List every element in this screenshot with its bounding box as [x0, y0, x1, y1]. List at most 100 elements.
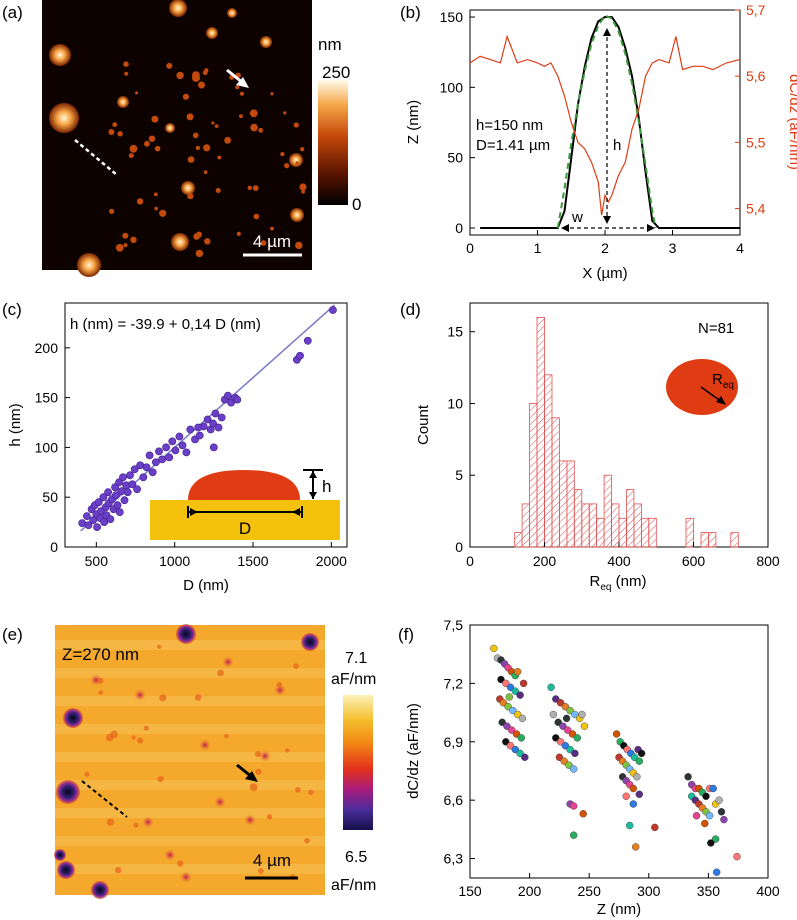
radius-inset	[666, 359, 738, 415]
afm-particle	[215, 188, 221, 193]
capacitance-particle	[84, 771, 90, 777]
capacitance-point	[555, 753, 564, 761]
afm-arrow	[226, 68, 249, 88]
histogram-bar	[641, 517, 650, 548]
profile-w-label: w	[571, 209, 583, 226]
height-xtick-label: 2000	[316, 553, 347, 569]
capacitance-particle	[157, 644, 162, 650]
height-point	[203, 415, 212, 424]
height-point	[178, 441, 187, 450]
capacitance-stripe	[55, 696, 325, 706]
capacitance-point	[632, 843, 640, 851]
height-point	[130, 465, 139, 474]
histogram-bar	[536, 316, 545, 548]
capacitance-point	[552, 734, 560, 742]
afm-particle	[204, 238, 211, 245]
capacitance-point	[508, 726, 516, 734]
histogram-ytick-label: 10	[447, 395, 463, 411]
capacitance-xlabel: Z (nm)	[597, 901, 641, 918]
height-point	[104, 488, 112, 497]
afm-particle	[260, 36, 272, 48]
capacitance-point	[521, 753, 529, 761]
height-point	[106, 515, 115, 523]
capacitance-point	[684, 773, 692, 781]
afm-particle	[112, 122, 118, 128]
afm-particle	[124, 71, 129, 76]
capacitance-point	[506, 742, 515, 750]
afm-particle	[182, 93, 189, 100]
afm-particle	[227, 8, 237, 18]
histogram-bar	[529, 403, 538, 548]
capacitance-colorbar-min: 6.5	[345, 849, 367, 866]
profile-xtick-label: 4	[736, 240, 744, 256]
capacitance-particle	[180, 871, 192, 883]
profile-ytick-right-label: 5,7	[746, 2, 766, 18]
capacitance-particle	[157, 776, 164, 783]
capacitance-point	[573, 734, 581, 742]
afm-particle	[49, 44, 71, 66]
afm-particle	[206, 27, 218, 39]
histogram-xtick-label: 600	[682, 553, 706, 569]
histogram-xtick-label: 800	[756, 553, 780, 569]
histogram-bars	[514, 316, 739, 548]
height-point	[89, 516, 98, 524]
capacitance-stripe	[55, 668, 325, 678]
afm-particle	[270, 92, 274, 96]
capacitance-ylabel: dC/dz (aF/nm)	[405, 703, 422, 799]
histogram-ytick-label: 0	[455, 539, 463, 555]
capacitance-point	[505, 693, 513, 701]
profile-series	[469, 14, 741, 229]
capacitance-particle	[143, 725, 149, 731]
afm-particle	[295, 161, 299, 165]
capacitance-stripe	[55, 640, 325, 650]
afm-particle	[187, 156, 195, 163]
afm-particle	[122, 232, 129, 239]
afm-particle	[115, 243, 124, 252]
histogram-bar	[559, 460, 568, 548]
height-point	[233, 395, 242, 404]
histogram-bar	[581, 503, 590, 548]
panel-d-label: (d)	[400, 300, 421, 319]
afm-particle	[130, 236, 137, 243]
afm-particle	[169, 0, 187, 17]
capacitance-particle	[224, 733, 229, 739]
afm-particle	[224, 136, 232, 144]
afm-particle	[280, 152, 285, 157]
height-point	[209, 419, 217, 428]
afm-particle	[135, 91, 139, 95]
capacitance-point	[509, 706, 517, 715]
histogram-bar	[603, 474, 612, 548]
capacitance-point	[556, 738, 565, 746]
height-ytick-label: 50	[42, 489, 58, 505]
height-plot-frame	[64, 302, 348, 548]
capacitance-point	[702, 792, 710, 800]
capacitance-particle	[254, 751, 262, 758]
afm-particle	[253, 213, 260, 220]
capacitance-point	[713, 868, 721, 876]
capacitance-particle	[295, 787, 301, 793]
capacitance-point	[570, 765, 578, 773]
afm-particle	[154, 206, 158, 211]
height-point	[115, 508, 124, 516]
capacitance-particle	[133, 822, 139, 828]
capacitance-particle	[54, 849, 66, 861]
capacitance-point	[570, 831, 578, 839]
capacitance-particle	[293, 663, 299, 669]
histogram-bar	[551, 417, 560, 548]
height-point	[93, 523, 101, 531]
afm-particle	[148, 135, 156, 142]
histogram-xtick-label: 400	[607, 553, 631, 569]
height-point	[182, 448, 191, 457]
profile-ytick-right-label: 5,5	[746, 134, 766, 150]
afm-particle	[192, 132, 199, 139]
afm-particle	[299, 183, 307, 191]
panel-c: (c) 500 1000 1500 2000 0 50 100 150 200 D h h (n…	[2, 300, 348, 594]
height-point	[122, 481, 130, 490]
afm-particle	[117, 96, 129, 108]
capacitance-map-image	[55, 625, 325, 895]
profile-diameter-text: D=1.41 µm	[476, 137, 550, 154]
capacitance-particle	[98, 690, 103, 695]
height-ytick-label: 100	[35, 439, 59, 455]
height-point	[214, 423, 223, 432]
capacitance-xtick-label: 150	[458, 883, 482, 899]
